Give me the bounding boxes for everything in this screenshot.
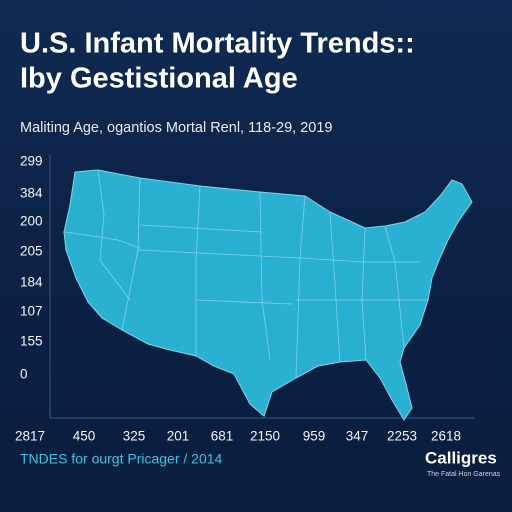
x-label: 2817 xyxy=(15,429,45,444)
x-label: 201 xyxy=(167,429,190,444)
x-label: 681 xyxy=(211,429,234,444)
x-label: 2253 xyxy=(387,429,417,444)
y-label: 200 xyxy=(20,214,43,229)
y-label: 155 xyxy=(20,334,43,349)
y-label: 107 xyxy=(20,304,43,319)
source-note: TNDES for ourgt Pricager / 2014 xyxy=(20,451,223,467)
subtitle: Maliting Age, ogantios Mortal Renl, 118-… xyxy=(20,120,332,136)
brand-sub: The Fatal Hon Garenas xyxy=(427,471,501,478)
x-label: 325 xyxy=(123,429,146,444)
x-label: 450 xyxy=(73,429,96,444)
title-line: Iby Gestistional Age xyxy=(20,63,298,95)
y-label: 299 xyxy=(20,154,43,169)
x-label: 2150 xyxy=(250,429,280,444)
y-label: 384 xyxy=(20,186,43,201)
x-label: 2618 xyxy=(431,429,461,444)
brand: Calligres xyxy=(425,448,497,467)
us-map xyxy=(63,169,473,421)
y-label: 184 xyxy=(20,275,43,290)
x-label: 959 xyxy=(303,429,326,444)
y-label: 0 xyxy=(20,367,28,382)
x-label: 347 xyxy=(346,429,369,444)
title-line: U.S. Infant Mortality Trends:: xyxy=(20,28,415,60)
y-label: 205 xyxy=(20,244,43,259)
